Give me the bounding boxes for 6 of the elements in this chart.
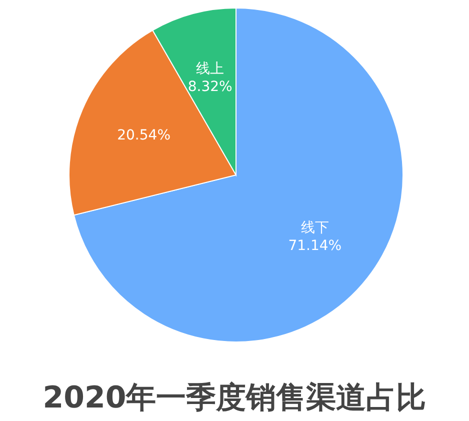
slice-label: 线下 (300, 220, 329, 236)
data-label: 20.54% (117, 128, 171, 144)
data-label: 71.14% (288, 238, 342, 254)
text: 2020年一季度销售渠道占比 (42, 380, 426, 416)
slice-label: 线上 (196, 61, 224, 78)
data-label: 8.32% (188, 79, 232, 96)
